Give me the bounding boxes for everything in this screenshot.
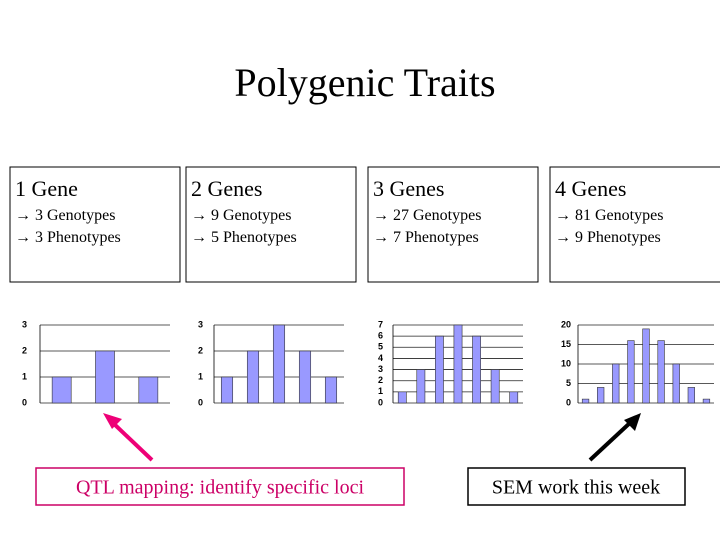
y-tick-label: 3 [378, 364, 383, 374]
bar [490, 369, 500, 404]
box-heading: 1 Gene [15, 176, 78, 201]
y-tick-label: 1 [378, 386, 383, 396]
callout-text: SEM work this week [492, 477, 660, 499]
bar [657, 340, 665, 404]
gene-boxes: 1 Gene → 3 Genotypes → 3 Phenotypes 2 Genes… [9, 166, 720, 283]
arrow-head [103, 413, 122, 429]
box-heading: 3 Genes [373, 176, 444, 201]
y-tick-label: 0 [198, 397, 203, 407]
bar [435, 335, 444, 404]
bar [95, 350, 115, 404]
y-tick-label: 1 [198, 371, 203, 381]
bar [612, 363, 620, 404]
box-line: → 7 Phenotypes [373, 229, 479, 246]
box-line: → 9 Phenotypes [555, 229, 661, 246]
y-tick-label: 5 [378, 342, 383, 352]
y-tick-label: 4 [378, 353, 383, 363]
bar [597, 387, 605, 404]
y-tick-label: 6 [378, 331, 383, 341]
y-tick-label: 20 [561, 319, 571, 329]
box-line: → 81 Genotypes [555, 207, 663, 224]
callout-text: QTL mapping: identify specific loci [76, 477, 365, 499]
bar [687, 387, 695, 404]
bar [298, 350, 312, 404]
box-line: → 3 Genotypes [15, 207, 115, 224]
y-tick-label: 2 [198, 345, 203, 355]
y-tick-label: 2 [22, 345, 27, 355]
box-line: → 27 Genotypes [373, 207, 481, 224]
y-tick-label: 0 [566, 397, 571, 407]
bar [138, 376, 159, 404]
y-tick-label: 15 [561, 339, 571, 349]
bar [51, 376, 72, 404]
y-tick-label: 10 [561, 358, 571, 368]
box-line: → 9 Genotypes [191, 207, 291, 224]
bar [627, 340, 635, 404]
gene-box [549, 166, 720, 283]
box-line: → 5 Phenotypes [191, 229, 297, 246]
gene-box [185, 166, 357, 283]
arrow [588, 419, 634, 462]
bar [416, 369, 426, 404]
bar [509, 391, 519, 404]
bar [272, 324, 286, 404]
y-tick-label: 5 [566, 378, 571, 388]
bar [581, 398, 590, 404]
gene-box [9, 166, 181, 283]
arrow-head [624, 413, 641, 431]
y-tick-label: 3 [22, 319, 27, 329]
gene-box [367, 166, 539, 283]
box-line: → 3 Phenotypes [15, 229, 121, 246]
y-tick-label: 7 [378, 319, 383, 329]
callout-box [35, 467, 405, 506]
y-tick-label: 2 [378, 375, 383, 385]
bar [672, 363, 680, 404]
slide-title: Polygenic Traits [234, 60, 495, 105]
bar [246, 350, 260, 404]
box-heading: 2 Genes [191, 176, 262, 201]
bar [397, 391, 407, 404]
bar [220, 376, 234, 404]
arrow [110, 420, 154, 462]
y-tick-label: 1 [22, 371, 27, 381]
bar [453, 324, 463, 404]
bar [324, 376, 338, 404]
box-heading: 4 Genes [555, 176, 626, 201]
y-tick-label: 0 [22, 397, 27, 407]
bar [642, 328, 650, 404]
bar [472, 335, 481, 404]
bar [702, 398, 711, 404]
y-tick-label: 0 [378, 397, 383, 407]
y-tick-label: 3 [198, 319, 203, 329]
callout-box [467, 467, 686, 506]
